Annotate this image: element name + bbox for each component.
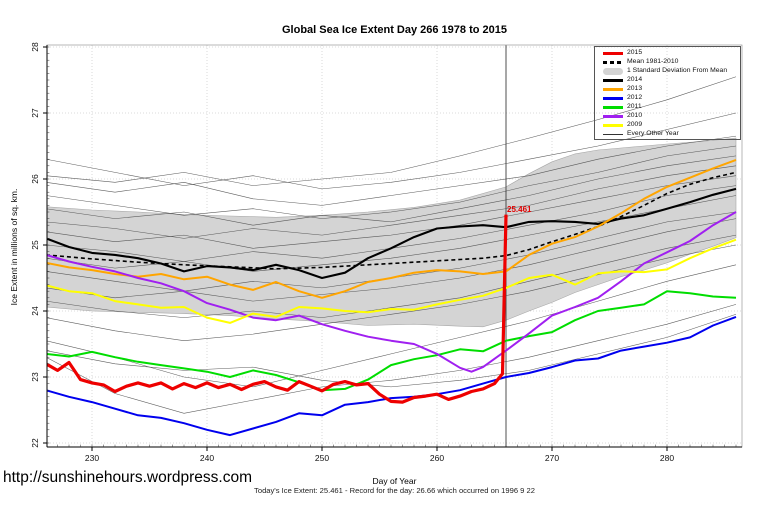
series-line-2015 [47, 214, 508, 404]
other-year-line [47, 304, 737, 414]
other-year-line [47, 145, 737, 219]
legend-swatch [603, 68, 623, 76]
legend-label: 2015 [627, 49, 643, 57]
x-tick-label: 240 [200, 453, 214, 463]
other-year-line [47, 155, 737, 226]
legend-item-mean-1981-2010: Mean 1981-2010 [603, 58, 740, 67]
other-year-line [47, 165, 737, 239]
legend-swatch [603, 77, 623, 85]
legend-item-2013: 2013 [603, 85, 740, 94]
x-tick-label: 230 [85, 453, 99, 463]
y-tick-label: 22 [30, 438, 40, 448]
other-year-line [47, 218, 737, 302]
legend-label: 2013 [627, 85, 643, 93]
legend-swatch [603, 131, 623, 139]
legend-swatch [603, 113, 623, 121]
chart-title: Global Sea Ice Extent Day 266 1978 to 20… [281, 24, 507, 36]
series-line-2013 [47, 158, 737, 299]
legend-swatch [603, 50, 623, 58]
x-tick-label: 260 [430, 453, 444, 463]
legend-item-2009: 2009 [603, 121, 740, 130]
other-year-line [47, 264, 737, 388]
x-axis-label: Day of Year [372, 476, 417, 486]
legend-swatch [603, 95, 623, 103]
legend-label: 2014 [627, 76, 643, 84]
legend-box: 2015 Mean 1981-2010 1 Standard Deviation F… [594, 46, 741, 140]
series-line-2014 [47, 187, 737, 280]
stddev-band [47, 137, 737, 328]
other-year-line [47, 234, 737, 318]
legend-item-2010: 2010 [603, 112, 740, 121]
y-axis-label: Ice Extent in millions of sq. km. [9, 188, 19, 306]
spike-value-annotation: 25.461 [507, 205, 532, 214]
other-year-line [47, 244, 737, 341]
y-tick-label: 23 [30, 372, 40, 382]
x-tick-label: 270 [545, 453, 559, 463]
other-year-line [47, 135, 737, 206]
x-tick-label: 250 [315, 453, 329, 463]
legend-item-every-other-year: Every Other Year [603, 130, 740, 139]
series-line-2012 [47, 315, 737, 437]
other-year-line [47, 175, 737, 249]
plot-area [47, 45, 742, 447]
legend-label: 2011 [627, 103, 642, 111]
y-tick-label: 24 [30, 306, 40, 316]
legend-swatch [603, 59, 623, 67]
legend-label: 2012 [627, 94, 643, 102]
legend-item-2011: 2011 [603, 103, 740, 112]
legend-item-2012: 2012 [603, 94, 740, 103]
y-tick-label: 25 [30, 240, 40, 250]
other-year-line [47, 314, 737, 388]
y-tick-label: 28 [30, 42, 40, 52]
legend-swatch [603, 122, 623, 130]
legend-label: Every Other Year [627, 130, 679, 138]
footer-url: http://sunshinehours.wordpress.com [3, 469, 252, 486]
other-year-line [47, 76, 737, 186]
legend-label: 1 Standard Deviation From Mean [627, 67, 728, 75]
x-tick-label: 280 [660, 453, 674, 463]
y-tick-label: 26 [30, 174, 40, 184]
other-year-line [47, 112, 737, 190]
series-line-2010 [47, 211, 737, 373]
legend-swatch [603, 86, 623, 94]
series-line-2011 [47, 290, 737, 392]
y-tick-label: 27 [30, 108, 40, 118]
legend-label: 2009 [627, 121, 643, 129]
legend-item-1-standard-deviation-from-mean: 1 Standard Deviation From Mean [603, 67, 740, 76]
legend-label: Mean 1981-2010 [627, 58, 679, 66]
legend-item-2014: 2014 [603, 76, 740, 85]
footer-caption: Today's Ice Extent: 25.461 - Record for … [254, 486, 535, 495]
series-line-2009 [47, 238, 737, 324]
legend-label: 2010 [627, 112, 643, 120]
legend-swatch [603, 104, 623, 112]
legend-item-2015: 2015 [603, 49, 740, 58]
